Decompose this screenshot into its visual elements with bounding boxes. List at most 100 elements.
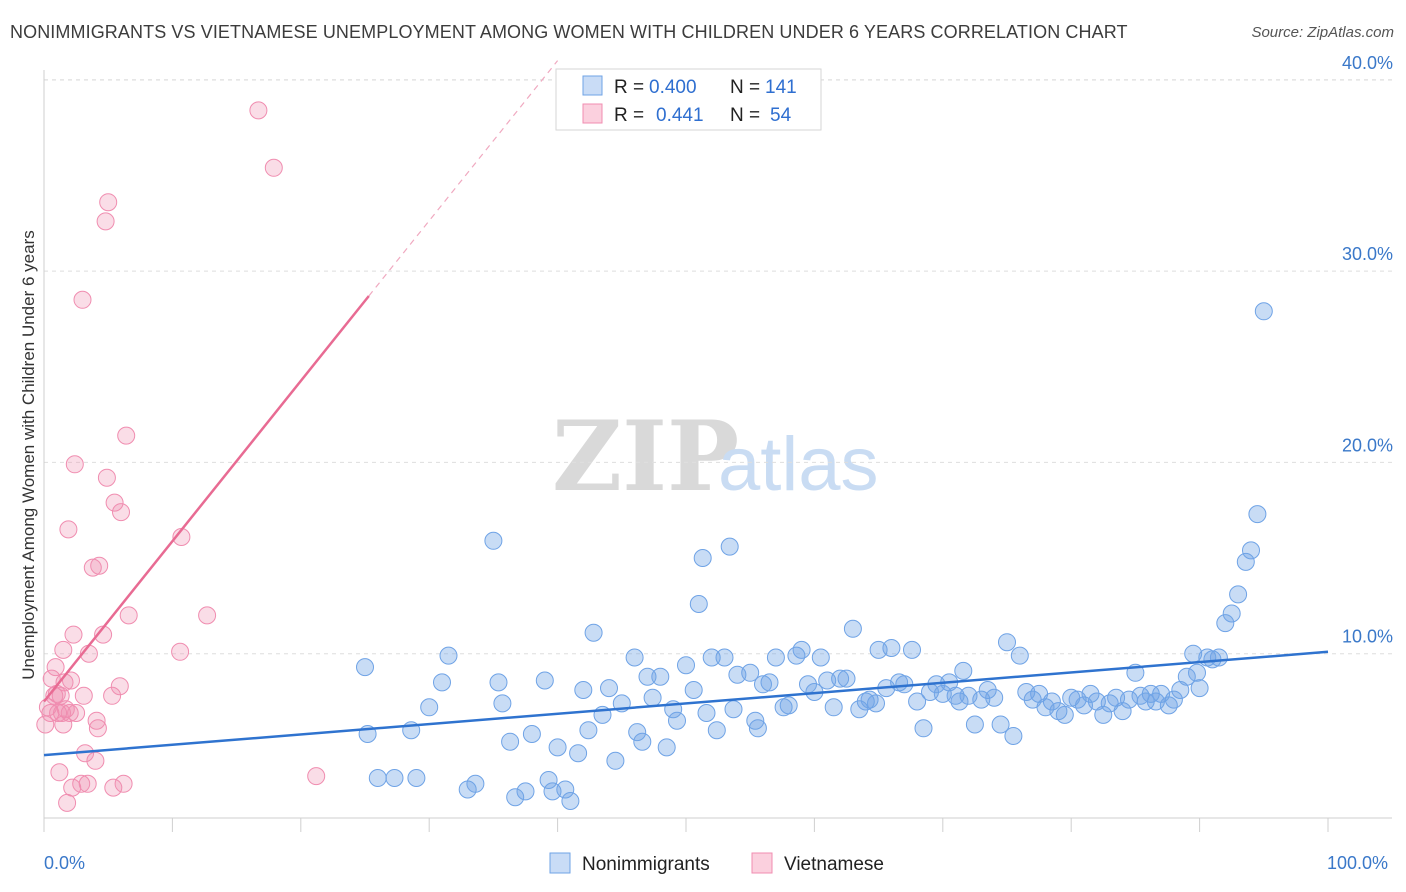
nonimmigrants-point-10 [466,774,485,793]
vietnamese-points [36,101,326,812]
nonimmigrants-point-13 [493,694,512,713]
vietnamese-point-0 [36,715,55,734]
chart-source: Source: ZipAtlas.com [1251,24,1394,41]
vietnamese-point-49 [249,101,268,120]
gridlines [44,79,1392,655]
vietnamese-point-19 [63,778,82,797]
nonimmigrants-point-73 [867,694,885,713]
vietnamese-point-18 [62,671,80,690]
vietnamese-point-5 [46,658,65,677]
nonimmigrants-point-94 [991,715,1010,734]
trend-lines [43,60,1329,757]
vietnamese-point-33 [90,556,109,575]
vietnamese-point-48 [198,606,217,625]
nonimmigrants-point-96 [1004,727,1023,745]
nonimmigrants-point-15 [506,788,525,807]
y-tick-label-20: 20.0% [1342,435,1393,455]
series-legend: Nonimmigrants Vietnamese [549,852,884,875]
nonimmigrants-point-76 [882,639,901,657]
legend-r-label-2: R = [614,105,644,126]
nonimmigrants-point-22 [556,780,575,799]
vietnamese-point-32 [88,719,107,738]
nonimmigrants-point-52 [741,663,760,682]
vietnamese-point-36 [97,468,116,487]
vietnamese-point-44 [117,426,136,445]
y-tick-label-40: 40.0% [1342,53,1393,73]
y-axis-title: Unemployment Among Women with Children U… [19,230,38,679]
legend-r-label-1: R = [614,77,644,98]
nonimmigrants-point-80 [908,692,927,711]
nonimmigrants-point-102 [1042,692,1061,711]
legend-n-label-1: N = [730,77,760,98]
bottom-legend-swatch-nonimmigrants [549,852,571,874]
vietnamese-point-51 [307,767,326,786]
vietnamese-point-50 [264,158,283,177]
nonimmigrants-point-42 [684,681,703,699]
watermark-atlas: atlas [718,422,879,507]
nonimmigrants-point-121 [1159,696,1178,715]
nonimmigrants-point-93 [985,688,1004,707]
nonimmigrants-point-66 [824,698,843,717]
nonimmigrants-point-132 [1222,604,1241,623]
nonimmigrants-point-110 [1094,705,1113,724]
nonimmigrants-point-43 [689,595,708,613]
legend-n-value-nonimmigrants: 141 [765,77,797,98]
nonimmigrants-point-45 [697,704,716,722]
nonimmigrants-point-11 [484,531,503,550]
vietnamese-point-20 [64,625,83,644]
nonimmigrants-point-7 [433,673,451,692]
vietnamese-point-12 [54,640,73,659]
vietnamese-point-15 [58,793,77,812]
nonimmigrants-point-2 [368,769,387,787]
vietnamese-point-17 [60,704,79,722]
vietnamese-point-38 [103,686,122,705]
nonimmigrants-point-59 [779,696,798,715]
x-tick-label-min: 0.0% [44,853,85,873]
vietnamese-point-40 [105,493,124,512]
vietnamese-point-8 [50,763,69,782]
y-tick-labels: 10.0% 20.0% 30.0% 40.0% [1342,53,1393,647]
nonimmigrants-point-5 [407,769,426,787]
nonimmigrants-point-56 [760,673,779,692]
vietnamese-point-27 [78,774,97,793]
nonimmigrants-point-108 [1081,684,1100,703]
nonimmigrants-point-17 [522,725,541,743]
legend-swatch-vietnamese [582,103,603,124]
nonimmigrants-point-35 [638,667,657,686]
vietnamese-point-13 [55,673,74,692]
vietnamese-point-11 [54,715,73,734]
nonimmigrants-point-0 [356,658,374,677]
nonimmigrants-point-30 [606,751,625,770]
bottom-legend-label-nonimmigrants: Nonimmigrants [582,854,710,875]
nonimmigrants-point-133 [1229,585,1248,604]
nonimmigrants-point-6 [420,698,439,717]
nonimmigrants-point-14 [501,732,520,751]
vietnamese-point-22 [67,704,86,722]
nonimmigrants-point-36 [643,688,662,707]
nonimmigrants-point-92 [978,681,997,699]
nonimmigrants-point-64 [811,648,830,667]
vietnamese-point-45 [119,606,138,625]
legend-r-value-nonimmigrants: 0.400 [649,77,697,98]
nonimmigrants-point-27 [584,623,603,642]
y-tick-label-10: 10.0% [1342,627,1393,647]
vietnamese-trend-line [43,295,370,703]
nonimmigrants-point-55 [754,675,772,694]
vietnamese-point-39 [104,778,123,797]
nonimmigrants-point-37 [651,667,670,686]
nonimmigrants-point-67 [831,669,850,688]
nonimmigrants-point-134 [1236,552,1255,571]
nonimmigrants-point-79 [903,640,921,659]
nonimmigrants-point-136 [1248,505,1267,524]
nonimmigrants-point-25 [574,681,593,699]
nonimmigrants-point-104 [1055,705,1074,724]
legend-r-value-vietnamese: 0.441 [656,105,704,126]
nonimmigrants-point-137 [1254,302,1273,321]
nonimmigrants-point-50 [724,700,743,719]
nonimmigrants-point-131 [1216,614,1235,633]
vietnamese-point-30 [86,751,105,770]
nonimmigrants-point-48 [715,648,734,667]
nonimmigrants-point-38 [657,738,676,757]
vietnamese-point-42 [112,503,130,522]
